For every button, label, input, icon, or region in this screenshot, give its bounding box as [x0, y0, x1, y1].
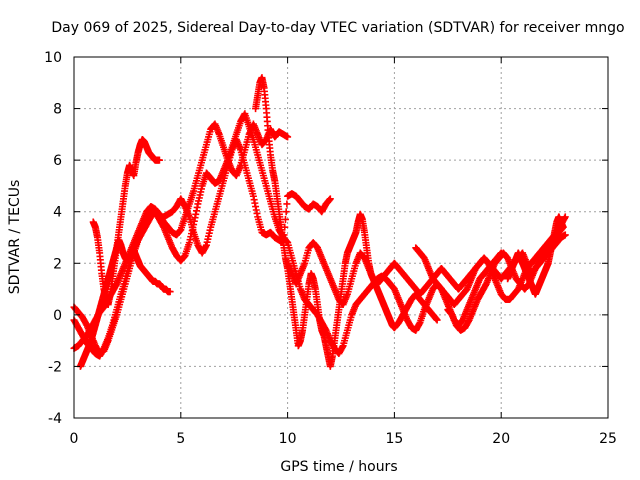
data-point [433, 316, 441, 324]
y-tick-label: 6 [53, 153, 62, 169]
data-point [166, 288, 174, 296]
y-tick-label: -4 [48, 411, 62, 427]
series-trace-5 [76, 236, 174, 370]
data-point [561, 213, 569, 221]
x-tick-label: 15 [385, 431, 403, 447]
y-tick-label: 0 [53, 308, 62, 324]
x-tick-label: 5 [176, 431, 185, 447]
data-point [283, 200, 291, 208]
data-point [561, 231, 569, 239]
y-tick-label: -2 [48, 359, 62, 375]
axis-ticks: 0 5 10 15 20 25 -4 -2 0 2 4 6 8 10 [44, 50, 617, 447]
data-point [284, 133, 292, 141]
gridlines [74, 57, 608, 418]
data-point [155, 156, 163, 164]
x-tick-label: 25 [599, 431, 617, 447]
y-tick-label: 4 [53, 205, 62, 221]
x-axis-label: GPS time / hours [280, 459, 397, 475]
x-tick-label: 0 [70, 431, 79, 447]
data-point [559, 223, 567, 231]
plot-area-frame [73, 56, 609, 419]
y-tick-label: 2 [53, 256, 62, 272]
data-point [326, 195, 334, 203]
data-points [70, 74, 569, 370]
chart-title: Day 069 of 2025, Sidereal Day-to-day VTE… [51, 20, 624, 36]
series-trace-4 [89, 136, 163, 309]
x-tick-label: 10 [279, 431, 297, 447]
series-trace-12 [504, 213, 567, 298]
y-axis-label: SDTVAR / TECUs [7, 180, 23, 295]
y-tick-label: 10 [44, 50, 62, 66]
y-tick-label: 8 [53, 102, 62, 118]
x-tick-label: 20 [492, 431, 510, 447]
data-point [282, 208, 290, 216]
